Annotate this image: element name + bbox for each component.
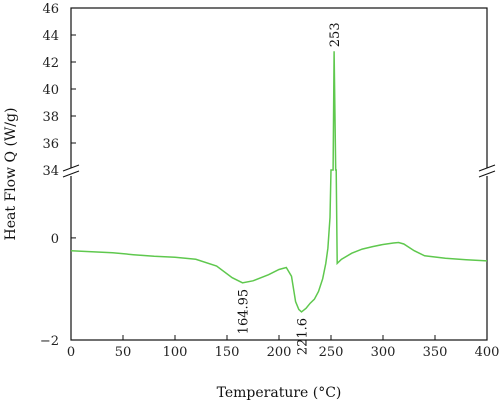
y-tick-label: 0 <box>51 232 59 247</box>
y-tick-label: 46 <box>42 2 59 17</box>
x-tick-label: 300 <box>371 345 396 360</box>
peak-annotations: 253 164.95 221.6 <box>237 22 344 355</box>
y-tick-label: −2 <box>40 334 59 349</box>
plot-frame <box>70 7 488 341</box>
annotation-label: 253 <box>328 22 343 47</box>
y-tick-label: 38 <box>42 110 59 125</box>
axis-break-marks <box>62 164 496 178</box>
right-break-mark-gap <box>481 168 493 176</box>
left-break-mark <box>62 164 80 172</box>
x-tick-label: 250 <box>319 345 344 360</box>
left-break-mark-gap <box>65 168 77 176</box>
x-tick-label: 0 <box>67 345 75 360</box>
heat-flow-line <box>70 51 488 313</box>
x-tick-label: 350 <box>423 345 448 360</box>
left-break-mark <box>62 170 80 178</box>
right-break-mark <box>478 164 496 172</box>
y-tick-label: 34 <box>42 164 59 179</box>
y-axis-ticks: 34 36 38 40 42 44 46 0 −2 <box>40 2 76 349</box>
annotation-label: 221.6 <box>295 318 310 355</box>
y-tick-label: 44 <box>42 29 59 44</box>
x-tick-label: 400 <box>475 345 500 360</box>
annotation-label: 164.95 <box>237 289 252 335</box>
x-axis-ticks: 0 50 100 150 200 250 300 350 400 <box>67 335 500 360</box>
x-tick-label: 150 <box>215 345 240 360</box>
right-break-mark <box>478 170 496 178</box>
y-tick-label: 40 <box>42 83 59 98</box>
x-axis-title: Temperature (°C) <box>217 385 342 401</box>
y-axis-title: Heat Flow Q (W/g) <box>3 108 19 241</box>
y-tick-label: 36 <box>42 137 59 152</box>
x-tick-label: 50 <box>115 345 132 360</box>
y-tick-label: 42 <box>42 56 59 71</box>
x-tick-label: 200 <box>267 345 292 360</box>
x-tick-label: 100 <box>163 345 188 360</box>
